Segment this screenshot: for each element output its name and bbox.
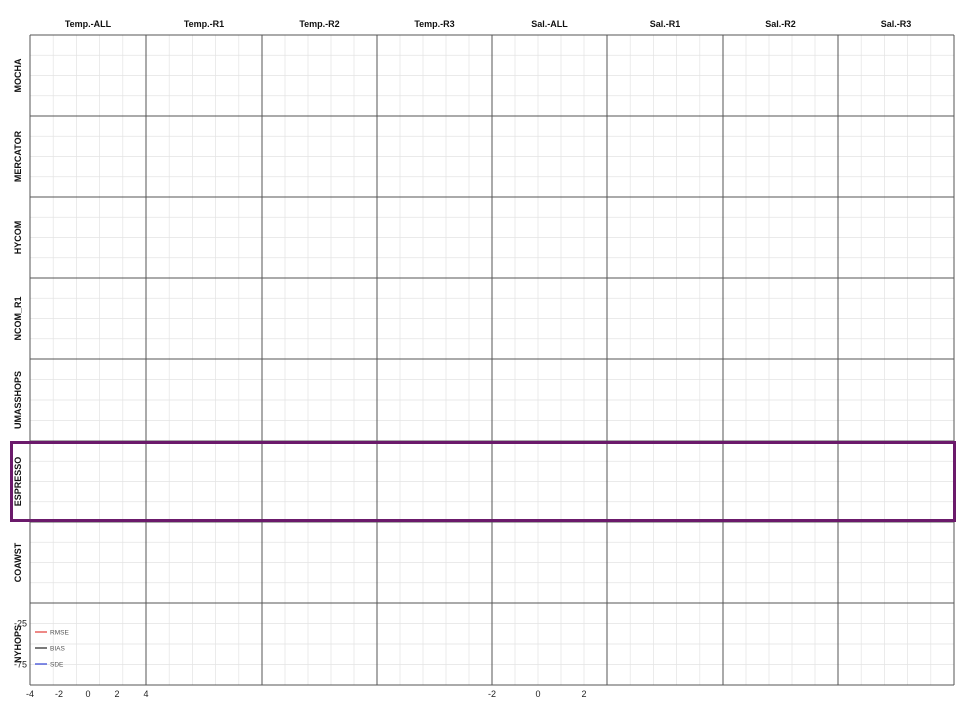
panel-borders [29, 34, 955, 686]
x-tick-label: 4 [143, 689, 148, 699]
x-tick-label: -2 [488, 689, 496, 699]
legend: RMSE BIAS SDE [35, 630, 69, 669]
x-tick-label: 0 [535, 689, 540, 699]
column-title: Temp.-R1 [184, 19, 224, 29]
column-title: Sal.-R3 [881, 19, 912, 29]
row-label: MOCHA [13, 58, 23, 92]
x-tick-label: -2 [55, 689, 63, 699]
axis-ticks: -4 -2 0 2 4 -2 0 2 -25 -75 [14, 619, 587, 700]
column-title: Temp.-ALL [65, 19, 112, 29]
x-tick-label: 0 [85, 689, 90, 699]
panel-grid [30, 35, 954, 685]
row-label: NYHOPS [13, 625, 23, 663]
row-label: MERCATOR [13, 130, 23, 182]
column-title: Sal.-ALL [531, 19, 568, 29]
x-tick-label: -4 [26, 689, 34, 699]
column-title: Sal.-R2 [765, 19, 796, 29]
row-label: COAWST [13, 542, 23, 582]
column-titles: Temp.-ALL Temp.-R1 Temp.-R2 Temp.-R3 Sal.-AL… [65, 19, 911, 29]
column-title: Temp.-R3 [414, 19, 454, 29]
column-title: Temp.-R2 [299, 19, 339, 29]
row-label: ESPRESSO [13, 457, 23, 507]
legend-label: BIAS [50, 646, 65, 653]
legend-label: RMSE [50, 630, 69, 637]
row-label: UMASSHOPS [13, 371, 23, 429]
column-title: Sal.-R1 [650, 19, 681, 29]
x-tick-label: 2 [114, 689, 119, 699]
legend-label: SDE [50, 662, 64, 669]
row-label: NCOM_R1 [13, 296, 23, 340]
y-tick-label: -75 [14, 660, 27, 670]
row-labels: MOCHA MERCATOR HYCOM NCOM_R1 UMASSHOPS ESPRES… [13, 58, 23, 663]
y-tick-label: -25 [14, 619, 27, 629]
row-label: HYCOM [13, 221, 23, 255]
x-tick-label: 2 [581, 689, 586, 699]
